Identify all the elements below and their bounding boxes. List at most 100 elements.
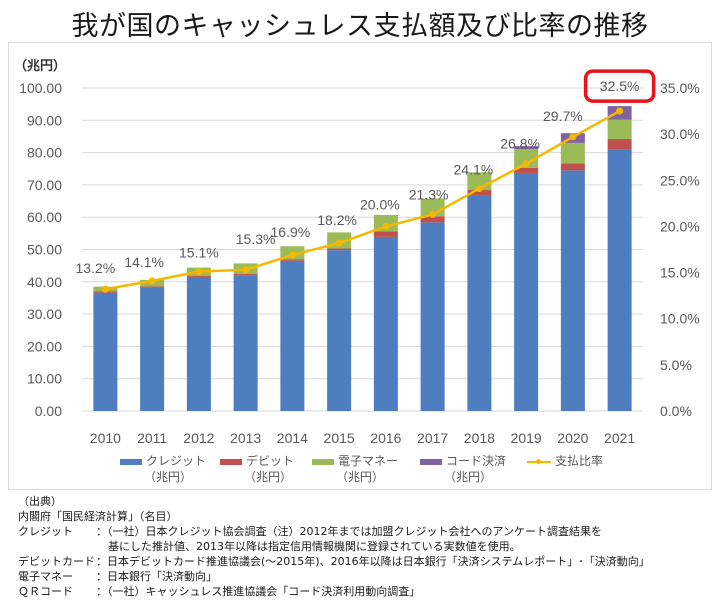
x-tick-label: 2011 bbox=[137, 430, 167, 446]
source-credit-text: ：（一社）日本クレジット協会調査（注）2012年までは加盟クレジット会社へのアン… bbox=[96, 525, 603, 538]
y-tick-label: 60.00 bbox=[27, 209, 62, 225]
bar-segment bbox=[560, 163, 585, 171]
legend-item: 支払比率 bbox=[527, 453, 603, 469]
source-credit-label: クレジット bbox=[18, 525, 73, 538]
y-tick-label: 10.00 bbox=[27, 371, 62, 387]
y-tick-label: 0.00 bbox=[35, 403, 62, 419]
bar-segment bbox=[186, 276, 211, 411]
ratio-line bbox=[101, 107, 624, 293]
bar-segment bbox=[467, 190, 492, 196]
data-labels: 13.2% 14.1% 15.1% 15.3%16.9% 18.2%20.0% 21.3%… bbox=[76, 69, 656, 276]
ratio-point bbox=[101, 285, 109, 293]
x-tick-label: 2019 bbox=[511, 430, 542, 446]
bar-segment bbox=[327, 248, 352, 251]
bar-segment bbox=[607, 119, 632, 140]
ratio-point bbox=[195, 268, 203, 276]
chart-legend: クレジット （兆円） デビット （兆円） 電子マネー （兆円） コード決済 （兆円） 支払比率 bbox=[0, 453, 720, 489]
bar-segment bbox=[420, 216, 445, 223]
x-tick-label: 2014 bbox=[277, 430, 308, 446]
ratio-data-label: 24.1% bbox=[454, 162, 494, 178]
legend-sublabel: （兆円） bbox=[244, 470, 293, 484]
bar-segment bbox=[514, 167, 539, 173]
bar-segment bbox=[607, 139, 632, 150]
legend-item: コード決済 （兆円） bbox=[420, 453, 506, 485]
y-axis-unit-label: （兆円） bbox=[14, 58, 66, 74]
legend-line-marker-icon bbox=[527, 458, 551, 464]
source-emoney-text: ：日本銀行「決済動向」 bbox=[96, 570, 217, 583]
source-debit-label: デビットカード bbox=[18, 555, 95, 568]
legend-label: デビット bbox=[246, 454, 295, 468]
legend-label: 支払比率 bbox=[555, 454, 604, 468]
ratio-data-label: 13.2% bbox=[76, 260, 116, 276]
legend-swatch-icon bbox=[120, 458, 142, 465]
source-heading: （出典） bbox=[18, 495, 62, 508]
ratio-data-label: 20.0% bbox=[360, 196, 400, 212]
x-tick-label: 2020 bbox=[557, 430, 588, 446]
ratio-data-label: 15.1% bbox=[179, 245, 219, 261]
ratio-point bbox=[475, 185, 483, 193]
source-line-emoney: 電子マネー ：日本銀行「決済動向」 bbox=[18, 569, 650, 584]
ratio-data-label: 18.2% bbox=[317, 212, 357, 228]
bar-segment bbox=[373, 236, 398, 411]
bar-segment bbox=[140, 286, 165, 288]
bar-segment bbox=[233, 274, 258, 276]
ratio-point bbox=[242, 266, 250, 274]
ratio-point bbox=[569, 133, 577, 141]
bar-segment bbox=[514, 149, 539, 168]
legend-sublabel: （兆円） bbox=[144, 470, 193, 484]
bar-segment bbox=[514, 172, 539, 411]
source-debit-text: ：日本デビットカード推進協議会(～2015年)、2016年以降は日本銀行「決済シ… bbox=[96, 555, 650, 568]
y-tick-label: 90.00 bbox=[27, 112, 62, 128]
legend-item: クレジット （兆円） bbox=[120, 453, 206, 485]
y2-tick-label: 10.0% bbox=[660, 311, 700, 327]
bar-segment bbox=[140, 287, 165, 411]
y-tick-label: 40.00 bbox=[27, 274, 62, 290]
highlight-box bbox=[583, 69, 656, 103]
x-axis: 2010 2011 2012 2013 2014 2015 2016 2017 2018 2019… bbox=[90, 430, 636, 446]
gridlines bbox=[82, 87, 643, 412]
x-tick-label: 2012 bbox=[183, 430, 214, 446]
ratio-data-label: 29.7% bbox=[543, 108, 583, 124]
ratio-point bbox=[288, 251, 296, 259]
legend-item: デビット （兆円） bbox=[220, 453, 294, 485]
y2-tick-label: 15.0% bbox=[660, 265, 700, 281]
ratio-point bbox=[382, 222, 390, 230]
legend-sublabel: （兆円） bbox=[336, 470, 385, 484]
ratio-point bbox=[429, 210, 437, 218]
y-tick-label: 20.00 bbox=[27, 338, 62, 354]
source-line-credit: クレジット ：（一社）日本クレジット協会調査（注）2012年までは加盟クレジット会… bbox=[18, 524, 650, 539]
ratio-data-label: 15.3% bbox=[236, 231, 276, 247]
ratio-data-label: 14.1% bbox=[124, 254, 164, 270]
y-tick-label: 50.00 bbox=[27, 242, 62, 258]
y2-tick-label: 30.0% bbox=[660, 126, 700, 142]
y-tick-label: 80.00 bbox=[27, 145, 62, 161]
ratio-point bbox=[148, 277, 156, 285]
bar-segment bbox=[420, 222, 445, 411]
y2-tick-label: 5.0% bbox=[660, 357, 692, 373]
ratio-data-label: 21.3% bbox=[409, 186, 449, 202]
source-line-qr: ＱＲコード ：（一社）キャッシュレス推進協議会「コード決済利用動向調査」 bbox=[18, 584, 650, 599]
bar-segment bbox=[560, 142, 585, 164]
stacked-bars bbox=[93, 106, 632, 411]
bar-segment bbox=[560, 170, 585, 411]
bar-segment bbox=[514, 146, 539, 150]
legend-label: クレジット bbox=[146, 454, 207, 468]
ratio-data-label: 16.9% bbox=[271, 224, 311, 240]
ratio-point bbox=[616, 107, 624, 115]
ratio-point bbox=[522, 160, 530, 168]
bar-segment bbox=[327, 250, 352, 411]
y-tick-label: 70.00 bbox=[27, 177, 62, 193]
y-axis-left: 0.00 10.00 20.00 30.00 40.00 50.00 60.00 70.00 8… bbox=[19, 80, 62, 419]
legend-swatch-icon bbox=[220, 458, 242, 465]
x-tick-label: 2015 bbox=[324, 430, 355, 446]
source-notes: （出典） 内閣府「国民経済計算」（名目） クレジット ：（一社）日本クレジット協会… bbox=[18, 494, 650, 599]
bar-segment bbox=[280, 259, 305, 261]
ratio-point bbox=[335, 239, 343, 247]
chart-title: 我が国のキャッシュレス支払額及び比率の推移 bbox=[71, 11, 649, 42]
source-emoney-label: 電子マネー bbox=[18, 570, 73, 583]
legend-label: 電子マネー bbox=[338, 454, 399, 468]
legend-sublabel: （兆円） bbox=[444, 470, 493, 484]
x-tick-label: 2013 bbox=[230, 430, 261, 446]
y2-tick-label: 20.0% bbox=[660, 218, 700, 234]
bar-segment bbox=[607, 149, 632, 411]
